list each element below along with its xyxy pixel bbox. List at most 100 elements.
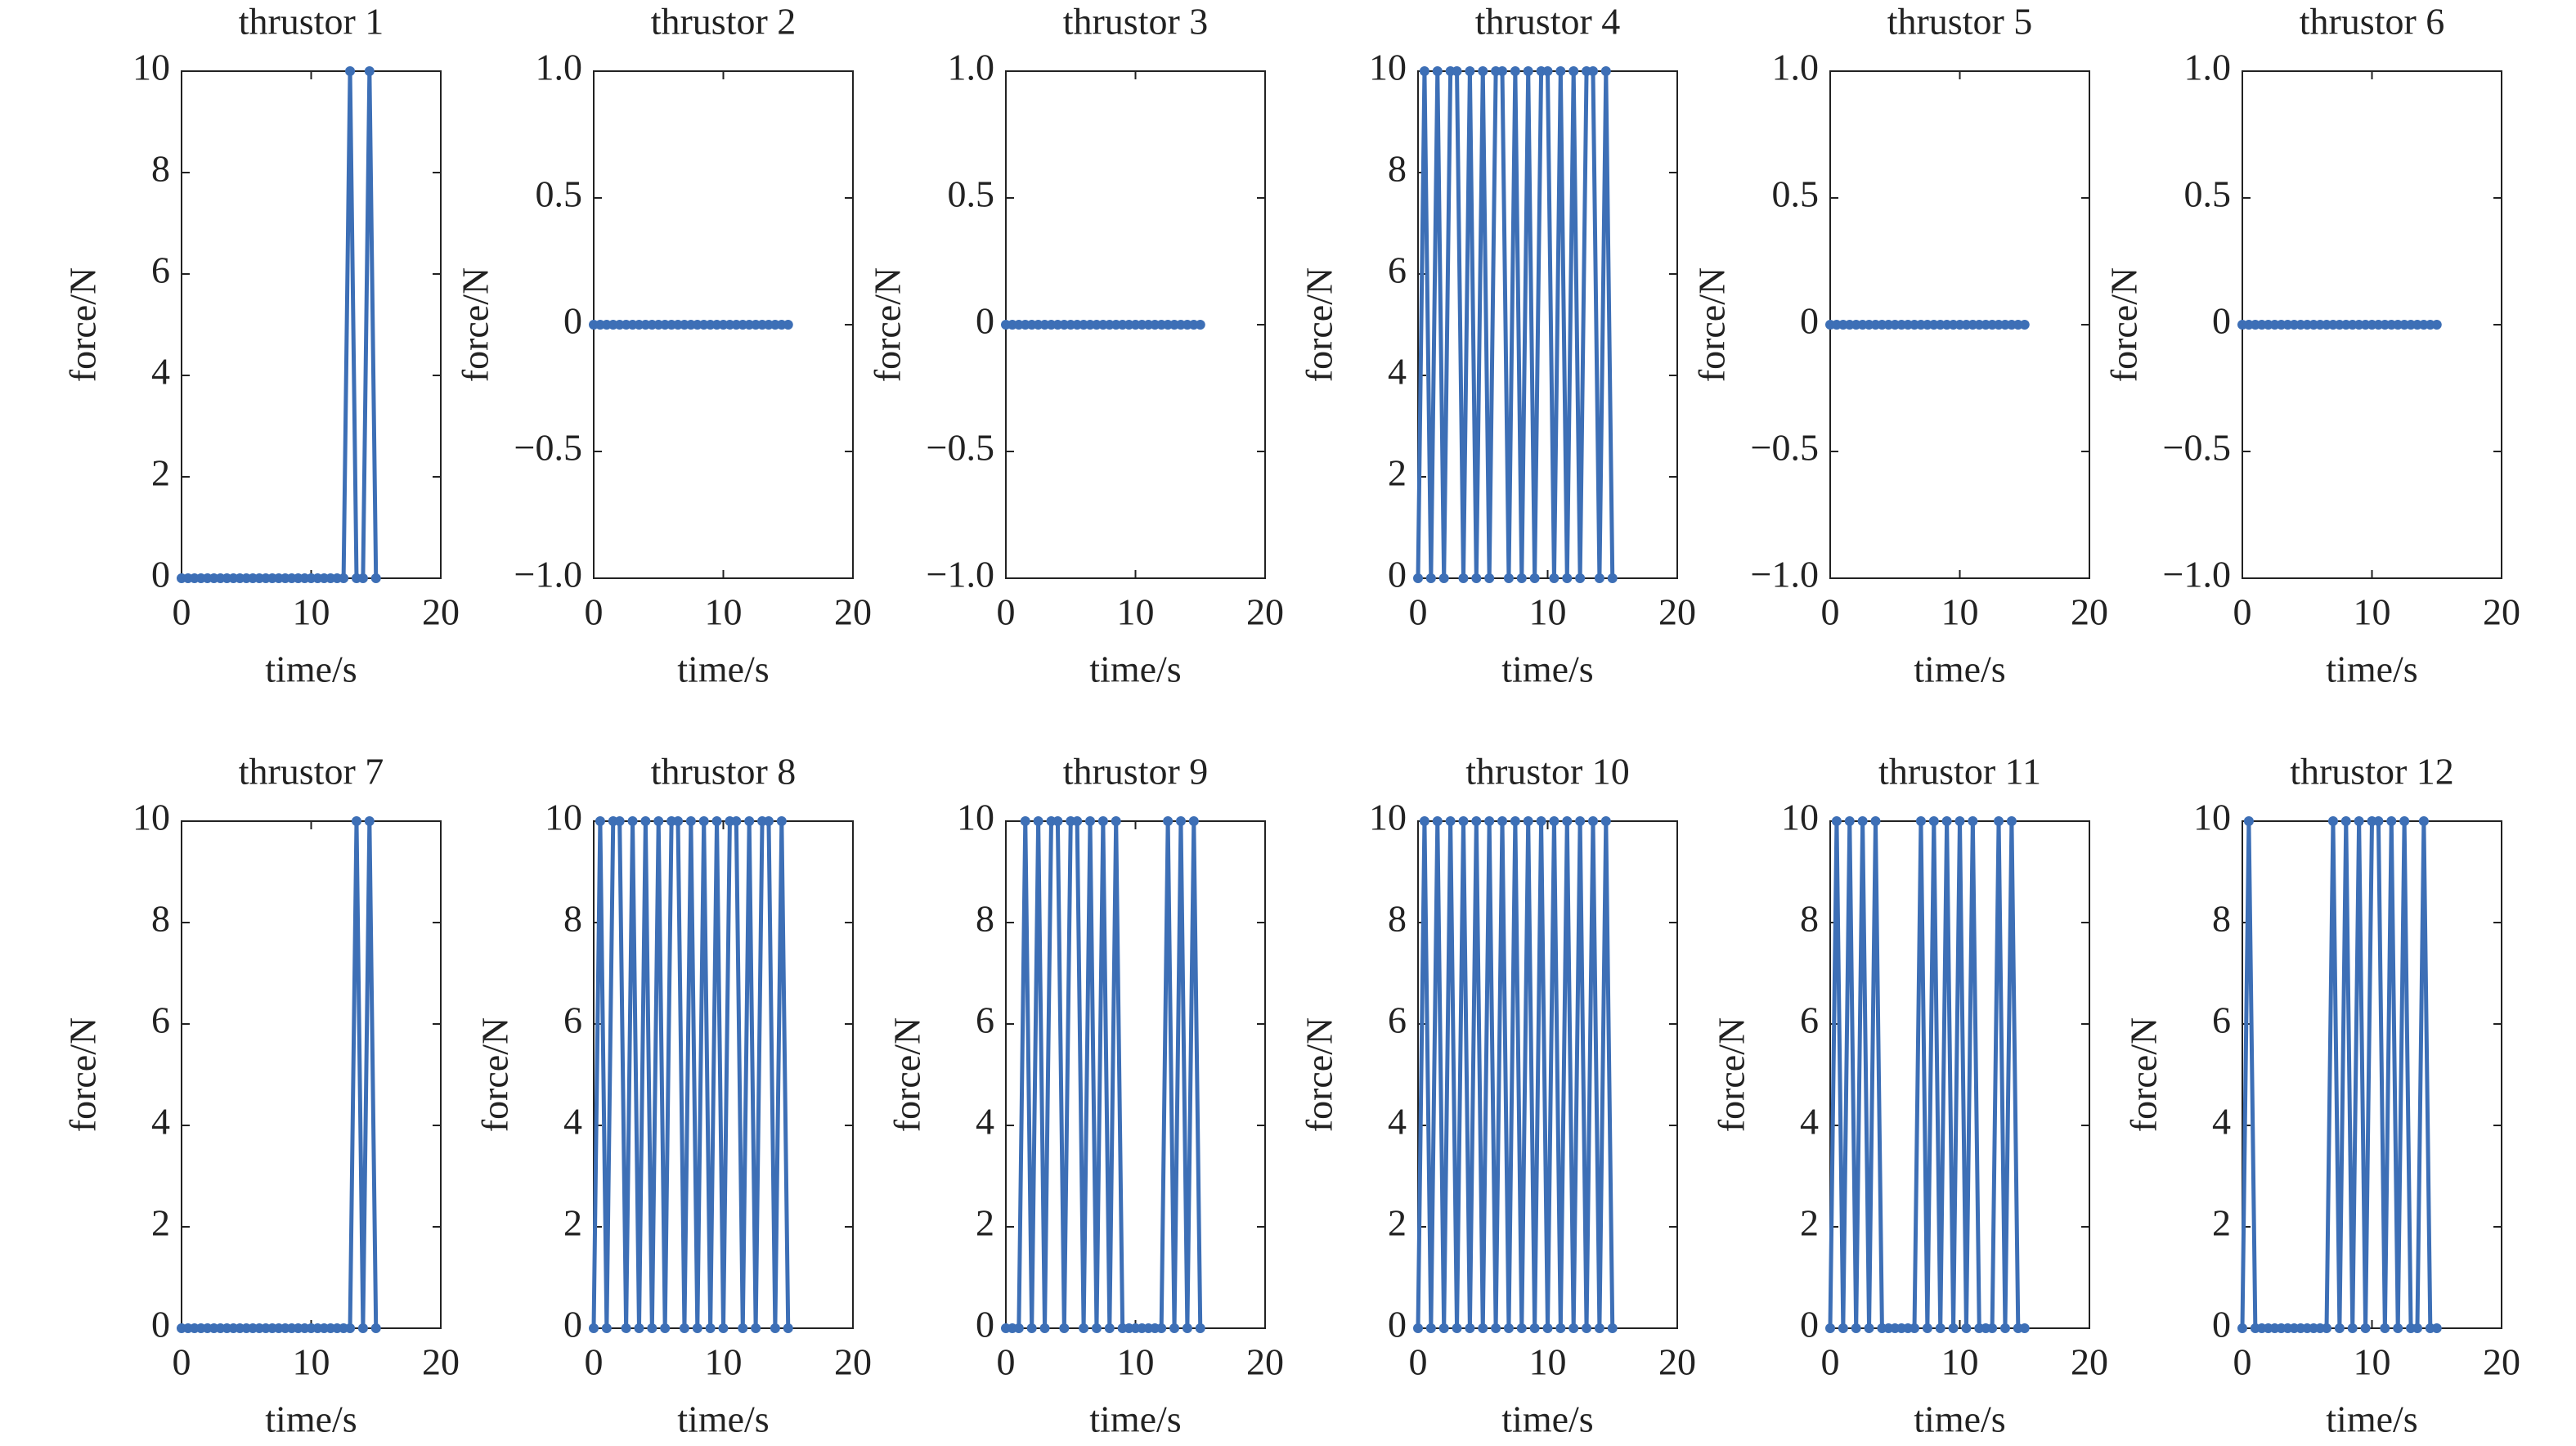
y-tick-label: 0.5 bbox=[536, 173, 583, 215]
data-point bbox=[589, 1323, 599, 1333]
data-point bbox=[1549, 573, 1560, 583]
y-tick-label: 0 bbox=[1388, 1304, 1407, 1345]
data-point bbox=[685, 816, 696, 826]
y-tick-label: 0 bbox=[563, 300, 582, 342]
x-tick-label: 10 bbox=[293, 1341, 330, 1383]
data-point bbox=[351, 816, 361, 826]
y-tick-label: 1.0 bbox=[2184, 47, 2232, 88]
data-point bbox=[1156, 1323, 1167, 1333]
subplot-title: thrustor 12 bbox=[2290, 751, 2454, 793]
data-point bbox=[1079, 1323, 1089, 1333]
data-point bbox=[1607, 573, 1618, 583]
data-point bbox=[2334, 1323, 2345, 1333]
x-tick-label: 0 bbox=[997, 1341, 1016, 1383]
data-point bbox=[1915, 816, 1926, 826]
data-point bbox=[1503, 1323, 1514, 1333]
data-point bbox=[1033, 816, 1043, 826]
data-point bbox=[2237, 1323, 2247, 1333]
y-tick-label: 8 bbox=[2212, 898, 2231, 940]
y-tick-label: 2 bbox=[1800, 1202, 1819, 1244]
x-axis-label: time/s bbox=[1501, 649, 1593, 690]
x-tick-label: 0 bbox=[1821, 591, 1840, 633]
data-point bbox=[1516, 573, 1527, 583]
y-tick-label: −1.0 bbox=[1751, 554, 1819, 595]
data-point bbox=[1425, 573, 1436, 583]
data-point bbox=[1555, 1323, 1566, 1333]
y-tick-label: 0 bbox=[2212, 1304, 2231, 1345]
axes-box bbox=[181, 820, 442, 1329]
data-point bbox=[731, 816, 742, 826]
x-tick-label: 20 bbox=[422, 1341, 460, 1383]
data-point bbox=[2340, 816, 2351, 826]
y-tick-label: 6 bbox=[1388, 249, 1407, 291]
y-tick-label: 2 bbox=[1388, 1202, 1407, 1244]
data-line bbox=[1828, 819, 2025, 1331]
subplot-title: thrustor 3 bbox=[1063, 1, 1209, 43]
y-tick-label: 10 bbox=[1369, 797, 1407, 838]
y-tick-label: 2 bbox=[563, 1202, 582, 1244]
data-point bbox=[783, 1323, 793, 1333]
data-point bbox=[1910, 1323, 1920, 1333]
y-axis-label: force/N bbox=[474, 1017, 516, 1132]
data-point bbox=[601, 1323, 612, 1333]
data-point bbox=[1195, 320, 1205, 330]
x-axis-label: time/s bbox=[1089, 649, 1181, 690]
data-point bbox=[1864, 1323, 1874, 1333]
data-point bbox=[711, 816, 722, 826]
data-point bbox=[692, 1323, 702, 1333]
subplot-title: thrustor 6 bbox=[2300, 1, 2445, 43]
x-tick-label: 0 bbox=[2233, 1341, 2252, 1383]
data-point bbox=[1085, 816, 1096, 826]
data-point bbox=[2327, 816, 2338, 826]
x-tick-label: 10 bbox=[1941, 1341, 1979, 1383]
y-tick-label: 6 bbox=[151, 999, 170, 1041]
data-point bbox=[744, 816, 755, 826]
data-point bbox=[1497, 816, 1508, 826]
data-point bbox=[1562, 816, 1573, 826]
x-tick-label: 0 bbox=[173, 591, 191, 633]
data-point bbox=[370, 573, 381, 583]
y-tick-label: 6 bbox=[976, 999, 994, 1041]
data-point bbox=[2322, 1323, 2332, 1333]
data-point bbox=[339, 573, 349, 583]
y-tick-label: 10 bbox=[545, 797, 582, 838]
data-point bbox=[2360, 1323, 2371, 1333]
data-point bbox=[1458, 816, 1469, 826]
x-tick-label: 10 bbox=[705, 591, 743, 633]
data-point bbox=[627, 816, 638, 826]
data-point bbox=[1948, 1323, 1959, 1333]
data-point bbox=[1104, 1323, 1115, 1333]
x-tick-label: 0 bbox=[1409, 591, 1428, 633]
data-point bbox=[1026, 1323, 1037, 1333]
x-tick-label: 20 bbox=[1246, 591, 1284, 633]
y-tick-label: 0 bbox=[1800, 300, 1819, 342]
data-line bbox=[182, 819, 379, 1331]
data-point bbox=[2412, 1323, 2422, 1333]
data-point bbox=[1438, 573, 1449, 583]
y-tick-label: 0 bbox=[976, 1304, 994, 1345]
data-point bbox=[1097, 816, 1108, 826]
data-point bbox=[653, 816, 664, 826]
x-tick-label: 20 bbox=[2483, 1341, 2520, 1383]
data-point bbox=[751, 1323, 761, 1333]
y-tick-label: 8 bbox=[1800, 898, 1819, 940]
y-tick-label: 0.5 bbox=[1772, 173, 1820, 215]
y-tick-label: 4 bbox=[151, 351, 170, 393]
x-tick-label: 10 bbox=[2354, 1341, 2391, 1383]
x-tick-label: 10 bbox=[1529, 591, 1567, 633]
data-point bbox=[1954, 816, 1965, 826]
data-point bbox=[660, 1323, 671, 1333]
data-point bbox=[1413, 1323, 1423, 1333]
data-point bbox=[1575, 573, 1586, 583]
data-point bbox=[705, 1323, 716, 1333]
y-tick-label: 0 bbox=[151, 554, 170, 595]
data-point bbox=[1857, 816, 1868, 826]
x-axis-label: time/s bbox=[1914, 1399, 2005, 1440]
y-tick-label: 0 bbox=[1388, 554, 1407, 595]
data-point bbox=[1510, 66, 1520, 76]
x-axis-label: time/s bbox=[265, 649, 357, 690]
y-tick-label: 2 bbox=[1388, 452, 1407, 494]
data-point bbox=[1922, 1323, 1932, 1333]
data-point bbox=[1059, 1323, 1070, 1333]
